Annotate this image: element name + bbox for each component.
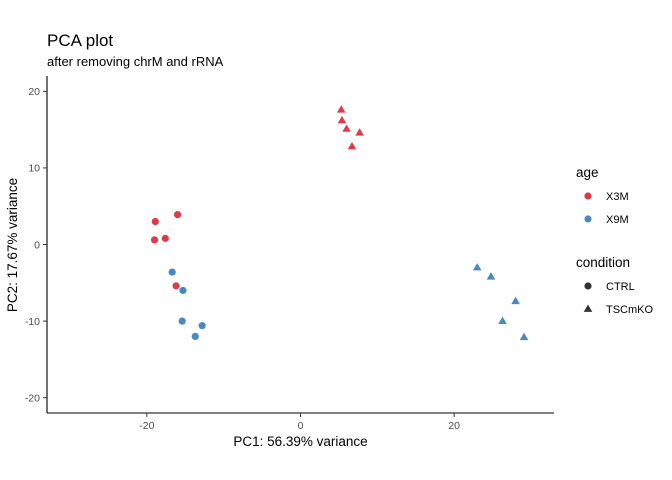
x-tick-label: -20 <box>139 420 154 432</box>
legend-title-age: age <box>576 165 599 180</box>
data-point <box>337 115 347 124</box>
legend-key-X9M <box>584 215 592 223</box>
y-tick-label: 10 <box>28 163 40 175</box>
data-point <box>355 128 364 136</box>
x-tick-label: 0 <box>298 420 304 432</box>
data-point <box>173 211 182 219</box>
data-point <box>179 286 187 295</box>
data-point <box>511 296 520 305</box>
data-point <box>178 317 186 325</box>
legend-label-X9M: X9M <box>606 214 629 226</box>
legend-label-X3M: X3M <box>606 191 629 203</box>
x-axis-ticks: -20 0 20 <box>139 413 460 432</box>
data-point <box>172 282 180 290</box>
legend-label-TSCmKO: TSCmKO <box>606 304 654 316</box>
y-axis-ticks: -20 -10 0 10 20 <box>25 86 47 404</box>
data-point <box>336 105 346 113</box>
data-point <box>168 268 176 276</box>
y-tick-label: 0 <box>34 239 40 251</box>
data-point <box>150 236 159 244</box>
x-axis-title: PC1: 56.39% variance <box>233 434 367 449</box>
y-tick-label: 20 <box>28 86 40 98</box>
data-point <box>519 332 529 341</box>
legend-key-X3M <box>584 192 592 200</box>
plot-panel <box>150 105 529 341</box>
data-point <box>342 124 351 132</box>
data-point <box>347 141 357 150</box>
y-tick-label: -10 <box>25 316 40 328</box>
legend-key-CTRL <box>584 282 592 290</box>
legend-label-CTRL: CTRL <box>606 281 635 293</box>
data-point <box>198 322 206 330</box>
data-point <box>191 332 199 341</box>
data-point <box>486 272 496 280</box>
data-point <box>161 234 169 242</box>
y-tick-label: -20 <box>25 392 40 404</box>
y-axis-title: PC2: 17.67% variance <box>5 178 20 312</box>
legend-title-condition: condition <box>576 255 630 270</box>
chart-title: PCA plot <box>47 31 113 50</box>
legend: age X3M X9M condition CTRL TSCmKO <box>576 165 654 316</box>
x-tick-label: 20 <box>448 420 460 432</box>
legend-key-TSCmKO <box>583 304 593 312</box>
data-point <box>472 262 482 271</box>
chart-subtitle: after removing chrM and rRNA <box>47 54 224 69</box>
data-point <box>498 316 507 325</box>
data-point <box>151 217 159 226</box>
